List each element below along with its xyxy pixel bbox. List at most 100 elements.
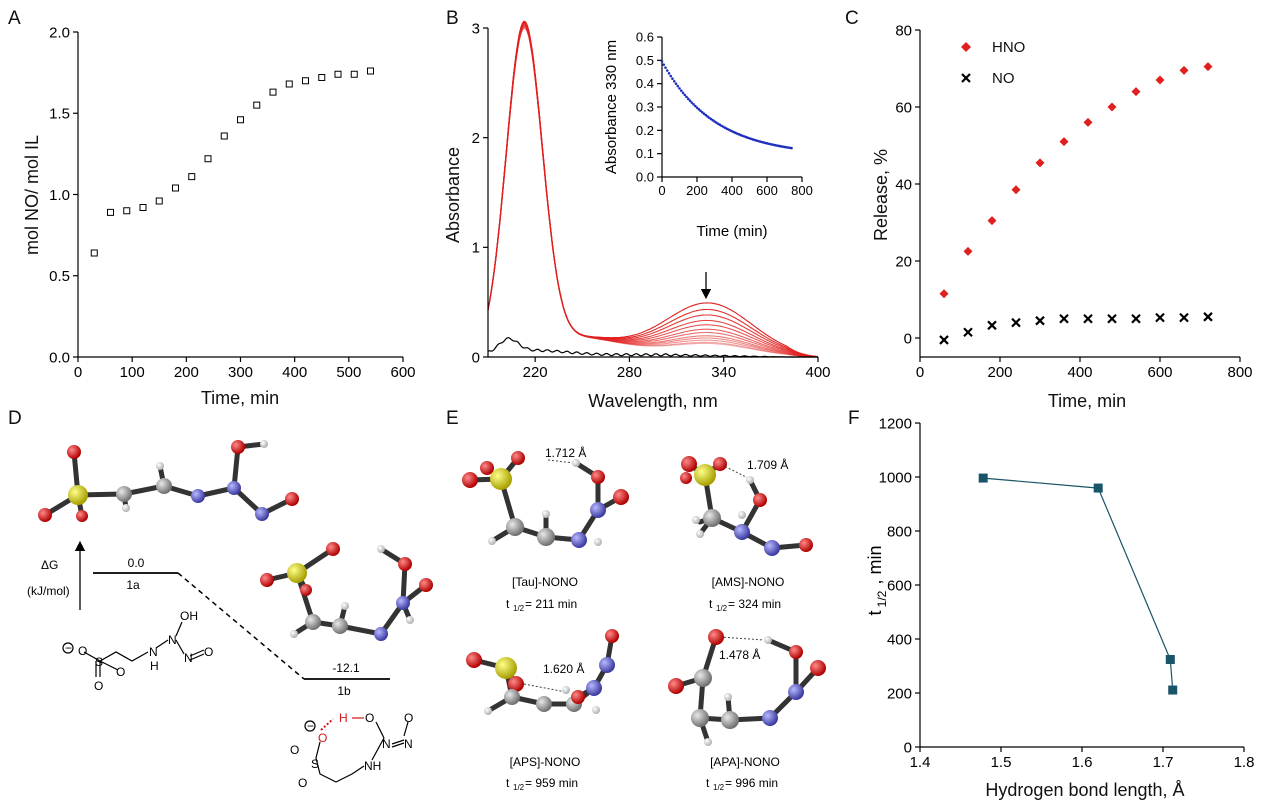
svg-text:1/2: 1/2 — [716, 604, 728, 613]
chart-a: 0 100 200 300 400 500 600 0.0 0.5 1.0 1.5 2.0 Time… — [22, 24, 416, 408]
molecule-1a-atoms: − O S O O N H N OH N O — [65, 609, 213, 693]
y-tick-label: 0.5 — [49, 268, 70, 285]
x-tick-label: 600 — [756, 183, 778, 198]
aps-bond-length: 1.620 Å — [543, 661, 584, 676]
b-inset-point — [790, 146, 793, 150]
svg-text:1/2: 1/2 — [875, 590, 889, 607]
b-x-label: Wavelength, nm — [588, 391, 717, 411]
panel-d-energy-diagram: ΔG (kJ/mol) 0.0 1a -12.1 1b — [27, 440, 433, 790]
y-tick-label: 200 — [887, 685, 912, 702]
b-inset-point — [704, 113, 708, 117]
c-legend-hno-marker — [961, 42, 971, 52]
c-no-point — [1059, 313, 1069, 324]
y-tick-label: 1 — [472, 240, 480, 257]
b-inset-chart: 0 200 400 600 800 0.0 0.1 0.2 0.3 0.4 0.5 0.6 Time… — [603, 30, 813, 240]
a-data-point — [139, 204, 147, 211]
y-tick-label: 0.5 — [636, 53, 654, 68]
x-tick-label: 220 — [523, 364, 548, 381]
y-tick-label: 1.0 — [49, 187, 70, 204]
ams-name: [AMS]-NONO — [712, 575, 785, 589]
b-inset-point — [678, 87, 681, 90]
c-no-point — [963, 327, 973, 338]
x-tick-label: 280 — [617, 364, 642, 381]
a-x-label: Time, min — [201, 388, 279, 408]
panel-e-molecules: 1.712 Å [Tau]-NONO t 1/2 = 211 min — [462, 445, 826, 792]
chart-b: 220 280 340 400 0 1 2 3 Wavelength, nm Absorba… — [443, 20, 831, 411]
x-tick-label: 200 — [686, 183, 708, 198]
y-tick-label: 2.0 — [49, 24, 70, 41]
c-hno-point — [963, 246, 973, 256]
x-tick-label: 600 — [1147, 364, 1172, 381]
c-hno-point — [1083, 117, 1093, 127]
c-no-point — [939, 335, 949, 345]
y-tick-label: 2 — [472, 130, 480, 147]
c-no-point — [1203, 312, 1213, 322]
ams-bond-length: 1.709 Å — [747, 457, 788, 472]
a-data-point — [253, 101, 261, 109]
b-inset-point — [660, 60, 664, 63]
svg-text:= 959 min: = 959 min — [525, 776, 578, 790]
svg-text:O: O — [290, 743, 299, 757]
b-inset-point — [665, 69, 669, 72]
a-y-label: mol NO/ mol IL — [22, 135, 42, 255]
b-inset-point — [667, 72, 671, 75]
d-level-1a-name: 1a — [126, 578, 140, 592]
b-inset-point — [699, 109, 702, 113]
b-inset-x-label: Time (min) — [696, 223, 767, 240]
molecule-1b-structure — [304, 717, 409, 783]
svg-text:NH: NH — [364, 759, 381, 773]
c-no-point — [1107, 313, 1117, 324]
y-tick-label: 0 — [904, 739, 912, 756]
tau-bond-length: 1.712 Å — [545, 445, 586, 460]
x-tick-label: 400 — [805, 364, 830, 381]
panel-letter-a: A — [8, 8, 21, 29]
x-tick-label: 0 — [658, 183, 665, 198]
svg-text:O: O — [318, 731, 327, 745]
c-hno-point — [1107, 102, 1117, 112]
b-inset-point — [669, 74, 673, 78]
c-hno-point — [1131, 87, 1141, 97]
b-spectrum-line — [487, 20, 819, 358]
c-legend-no-marker — [961, 73, 971, 83]
c-no-point — [1035, 315, 1045, 326]
b-inset-point — [685, 95, 688, 99]
svg-text:1/2: 1/2 — [513, 783, 525, 792]
b-inset-point — [662, 63, 666, 66]
y-tick-label: 0.0 — [49, 349, 70, 366]
y-tick-label: 0 — [904, 330, 912, 347]
a-data-point — [188, 173, 196, 181]
x-tick-label: 400 — [721, 183, 743, 198]
f-data-point — [1165, 655, 1175, 665]
tau-half-life: t 1/2 = 211 min — [506, 597, 577, 613]
x-tick-label: 1.7 — [1153, 754, 1174, 771]
a-data-point — [107, 208, 114, 216]
y-tick-label: 400 — [887, 631, 912, 648]
x-tick-label: 340 — [711, 364, 736, 381]
x-tick-label: 1.5 — [991, 754, 1012, 771]
panel-letter-d: D — [8, 408, 22, 429]
y-tick-label: 60 — [895, 99, 912, 116]
c-hno-point — [939, 289, 949, 299]
svg-text:t: t — [506, 776, 510, 790]
x-tick-label: 300 — [228, 364, 253, 381]
svg-text:N: N — [382, 737, 391, 751]
svg-text:N: N — [184, 651, 193, 665]
svg-text:OH: OH — [180, 609, 198, 623]
x-tick-label: 1.6 — [1072, 754, 1093, 771]
b-inset-point — [693, 104, 697, 108]
x-tick-label: 400 — [282, 364, 307, 381]
b-inset-point — [683, 93, 687, 97]
d-unit: (kJ/mol) — [27, 584, 70, 598]
d-reaction-path — [177, 572, 305, 680]
molecule-1b-atoms: − O H O N N O S O O NH — [290, 711, 413, 790]
a-data-point — [334, 70, 342, 78]
molecule-1b-3d — [260, 542, 433, 641]
d-level-1b-value: -12.1 — [332, 661, 360, 675]
c-no-point — [1155, 312, 1165, 323]
x-tick-label: 0 — [74, 364, 82, 381]
d-level-1a-value: 0.0 — [128, 556, 145, 570]
a-data-point — [90, 249, 98, 257]
a-data-point — [123, 207, 131, 215]
c-hno-point — [1155, 75, 1165, 85]
c-x-label: Time, min — [1048, 391, 1126, 411]
